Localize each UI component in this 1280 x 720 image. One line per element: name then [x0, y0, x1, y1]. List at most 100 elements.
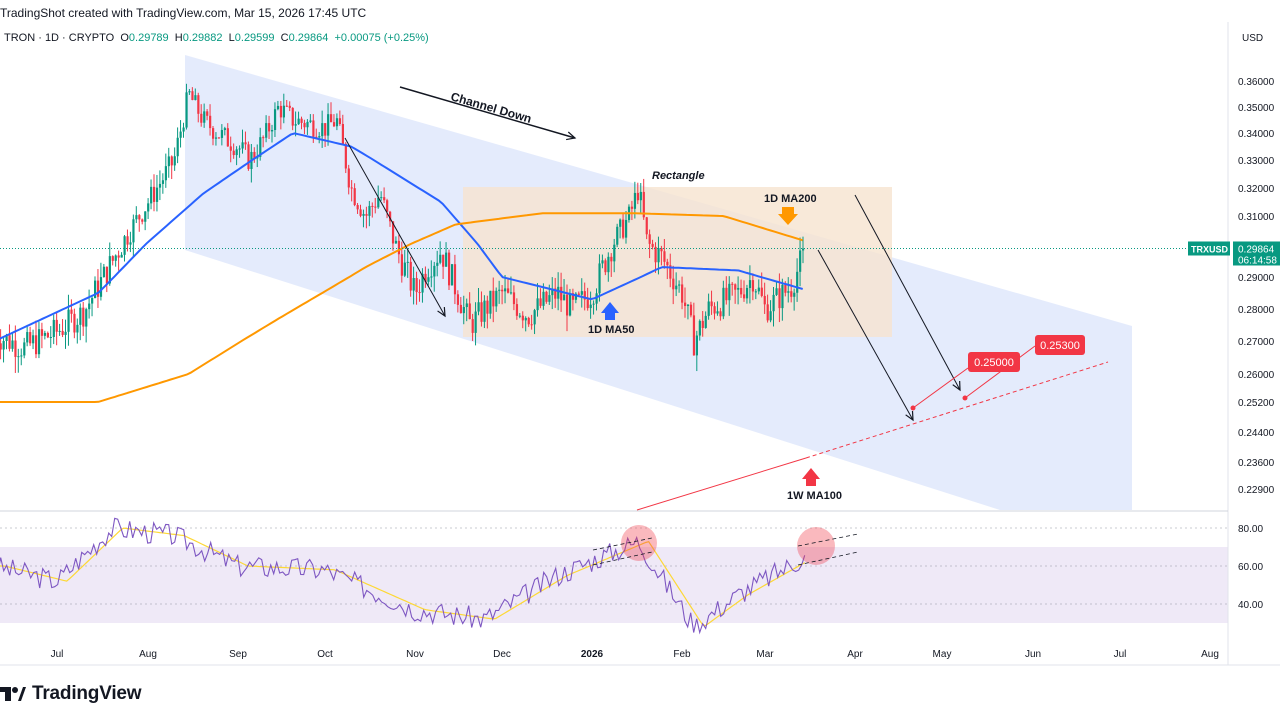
candle-body — [102, 266, 106, 278]
tradingview-logo-icon — [0, 687, 26, 701]
candle-body — [757, 287, 760, 292]
price-tick-label: 0.36000 — [1238, 77, 1275, 88]
candle-body — [279, 105, 283, 118]
candle-body — [799, 250, 802, 272]
ma50-label: 1D MA50 — [588, 324, 634, 336]
candle-body — [504, 288, 507, 292]
projection-arrow-line-2 — [854, 194, 961, 391]
candle-body — [265, 123, 268, 138]
price-tick-label: 0.24400 — [1238, 428, 1275, 439]
price-tick-label: 0.25200 — [1238, 398, 1275, 409]
candle-body — [474, 311, 477, 333]
ma200-line — [0, 212, 803, 403]
candle-body — [604, 260, 607, 273]
candle-body — [769, 311, 772, 321]
projection-arrow-line — [817, 249, 914, 421]
target-badge-025[interactable] — [968, 352, 1020, 372]
candle-body — [49, 336, 52, 338]
candle-body — [545, 291, 548, 302]
candle-body — [418, 292, 421, 294]
candle-body — [533, 310, 536, 325]
candle-body — [622, 219, 625, 238]
candle-body — [498, 289, 501, 291]
price-tick-label: 0.31000 — [1238, 212, 1275, 223]
candle-body — [651, 243, 654, 247]
candle-body — [397, 240, 401, 255]
candle-body — [11, 340, 14, 349]
candle-body — [442, 254, 445, 267]
candle-body — [465, 303, 468, 308]
time-tick-label: Jun — [1025, 649, 1041, 660]
candle-body — [551, 288, 554, 296]
target-badge-0253[interactable] — [1035, 335, 1085, 355]
candle-body — [394, 240, 398, 244]
channel-arrow-head — [566, 131, 577, 141]
candle-body — [129, 242, 132, 245]
tradingview-logo[interactable]: TradingView — [0, 683, 142, 705]
candle-body — [368, 205, 371, 216]
tradingview-brand: TradingView — [32, 683, 142, 704]
time-tick-label: Apr — [847, 649, 863, 660]
candle-body — [276, 105, 280, 110]
candle-body — [698, 320, 701, 336]
time-tick-label: Sep — [229, 649, 247, 660]
candle-body — [737, 287, 740, 290]
candle-body — [486, 300, 489, 314]
ohlc-legend: TRON · 1D · CRYPTO O0.29789 H0.29882 L0.… — [4, 32, 429, 44]
candle-body — [182, 127, 185, 132]
w-ma100-line — [636, 457, 807, 511]
candle-body — [568, 293, 572, 316]
candle-body — [247, 144, 250, 169]
candle-body — [197, 95, 200, 114]
candle-body — [751, 280, 755, 292]
candle-body — [495, 290, 498, 307]
rsi-line — [0, 517, 806, 635]
candle-body — [120, 254, 123, 258]
candle-body — [660, 248, 663, 252]
candle-body — [88, 303, 91, 310]
candle-body — [40, 329, 44, 336]
price-tick-label: 0.27000 — [1238, 337, 1275, 348]
candle-body — [725, 287, 728, 301]
candle-body — [377, 197, 380, 208]
candle-body — [692, 315, 696, 356]
candle-body — [158, 183, 162, 188]
price-tick-label: 0.34000 — [1238, 129, 1275, 140]
price-tick-label: 0.29000 — [1238, 273, 1275, 284]
candle-body — [713, 306, 716, 314]
candle-body — [212, 128, 215, 139]
candle-body — [309, 120, 312, 122]
candle-body — [748, 280, 752, 289]
currency-label[interactable]: USD — [1242, 33, 1264, 44]
candle-body — [557, 286, 560, 299]
ticker-tag — [1188, 241, 1230, 256]
candle-body — [787, 291, 790, 293]
candle-body — [571, 293, 575, 300]
price-tick-label: 0.32000 — [1238, 184, 1275, 195]
candle-body — [353, 188, 356, 206]
candle-body — [117, 255, 120, 258]
candle-body — [731, 283, 734, 285]
candle-body — [386, 200, 389, 212]
candle-body — [542, 291, 545, 306]
candle-body — [324, 123, 327, 136]
last-price-value: 0.29864 — [1238, 244, 1275, 255]
candle-body — [524, 317, 527, 321]
symbol-label[interactable]: TRON · 1D · CRYPTO — [4, 32, 115, 44]
rectangle-zone — [463, 187, 892, 337]
candle-body — [327, 114, 330, 136]
candle-body — [58, 330, 61, 332]
rsi-ma-line — [0, 527, 805, 627]
candle-body — [704, 315, 707, 328]
target-point — [910, 405, 916, 411]
candle-body — [619, 219, 622, 227]
candle-body — [288, 105, 291, 108]
ma50-up-arrow-icon — [601, 302, 619, 320]
candle-body — [695, 335, 698, 356]
candle-body — [439, 254, 442, 263]
candle-body — [710, 301, 713, 307]
channel-down-arrow — [399, 86, 576, 139]
rsi-channel-lower-2 — [797, 551, 859, 566]
time-tick-label: Jul — [1114, 649, 1127, 660]
